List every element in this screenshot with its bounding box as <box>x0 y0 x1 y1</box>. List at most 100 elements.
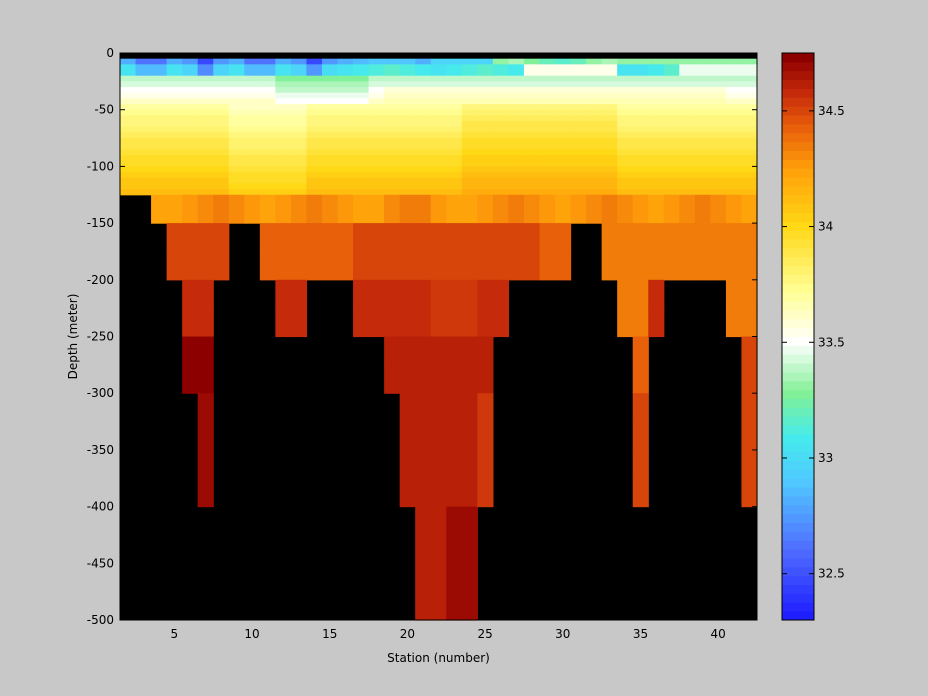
heatmap-cell <box>275 160 292 167</box>
heatmap-cell <box>166 177 183 185</box>
heatmap-cell <box>213 155 230 162</box>
heatmap-cell <box>182 87 199 94</box>
heatmap-cell <box>135 87 152 94</box>
heatmap-cell <box>244 160 261 167</box>
heatmap-cell <box>539 177 556 185</box>
heatmap-cell <box>617 92 634 99</box>
heatmap-cell <box>306 121 323 128</box>
heatmap-cell <box>446 308 463 338</box>
heatmap-cell <box>586 143 603 150</box>
heatmap-cell <box>384 160 401 167</box>
heatmap-cell <box>197 126 214 133</box>
heatmap-cell <box>539 138 556 145</box>
heatmap-cell <box>601 251 618 281</box>
colorbar-swatch <box>782 389 814 400</box>
heatmap-cell <box>632 126 649 133</box>
heatmap-cell <box>586 132 603 139</box>
heatmap-cell <box>213 149 230 156</box>
heatmap-cell <box>120 143 137 150</box>
heatmap-cell <box>415 121 432 128</box>
heatmap-cell <box>461 109 478 116</box>
heatmap-cell <box>135 81 152 88</box>
heatmap-cell <box>648 251 665 281</box>
heatmap-cell <box>586 104 603 111</box>
heatmap-cell <box>197 138 214 145</box>
heatmap-cell <box>663 104 680 111</box>
heatmap-cell <box>228 92 245 99</box>
heatmap-cell <box>601 75 618 82</box>
heatmap-cell <box>508 183 525 190</box>
colorbar-swatch <box>782 433 814 444</box>
heatmap-cell <box>197 87 214 94</box>
heatmap-cell <box>368 155 385 162</box>
heatmap-cell <box>399 194 416 224</box>
heatmap-cell <box>275 81 292 88</box>
heatmap-cell <box>430 70 447 77</box>
heatmap-cell <box>508 194 525 224</box>
heatmap-cell <box>353 126 370 133</box>
heatmap-cell <box>415 92 432 99</box>
heatmap-cell <box>321 189 339 196</box>
heatmap-cell <box>415 81 432 88</box>
heatmap-cell <box>290 177 308 185</box>
heatmap-cell <box>477 115 494 122</box>
heatmap-cell <box>539 166 556 173</box>
heatmap-cell <box>244 172 261 179</box>
heatmap-cell <box>477 64 494 71</box>
heatmap-cell <box>586 149 603 156</box>
heatmap-cell <box>570 132 587 139</box>
heatmap-cell <box>244 98 261 105</box>
heatmap-cell <box>368 70 385 77</box>
heatmap-cell <box>384 149 401 156</box>
heatmap-cell <box>213 70 230 77</box>
heatmap-cell <box>492 87 510 94</box>
heatmap-cell <box>741 194 758 224</box>
heatmap-cell <box>570 189 587 196</box>
heatmap-cell <box>399 143 416 150</box>
heatmap-cell <box>415 478 432 508</box>
heatmap-cell <box>663 251 680 281</box>
heatmap-cell <box>725 58 743 65</box>
heatmap-cell <box>477 121 494 128</box>
heatmap-cell <box>601 109 618 116</box>
colorbar-tick-label: 33 <box>818 451 833 465</box>
heatmap-cell <box>492 251 510 281</box>
heatmap-cell <box>632 251 649 281</box>
heatmap-cell <box>259 251 276 281</box>
heatmap-cell <box>290 172 308 179</box>
heatmap-cell <box>135 126 152 133</box>
heatmap-cell <box>617 183 634 190</box>
heatmap-cell <box>120 75 137 82</box>
heatmap-cell <box>508 75 525 82</box>
heatmap-cell <box>461 478 478 508</box>
heatmap-cell <box>430 189 447 196</box>
heatmap-cell <box>710 172 727 179</box>
heatmap-cell <box>275 126 292 133</box>
heatmap-cell <box>368 115 385 122</box>
heatmap-cell <box>508 149 525 156</box>
heatmap-cell <box>368 87 385 94</box>
heatmap-cell <box>399 160 416 167</box>
heatmap-cell <box>523 64 541 71</box>
heatmap-cell <box>120 126 137 133</box>
heatmap-cell <box>213 121 230 128</box>
heatmap-cell <box>430 166 447 173</box>
heatmap-cell <box>321 183 339 190</box>
heatmap-cell <box>166 121 183 128</box>
y-tick-label: -100 <box>87 159 114 173</box>
heatmap-cell <box>632 58 649 65</box>
heatmap-cell <box>570 58 587 65</box>
heatmap-cell <box>259 81 276 88</box>
heatmap-cell <box>492 58 510 65</box>
heatmap-cell <box>663 92 680 99</box>
heatmap-cell <box>632 183 649 190</box>
colorbar-swatch <box>782 380 814 391</box>
heatmap-cell <box>415 364 432 394</box>
heatmap-cell <box>663 121 680 128</box>
heatmap-cell <box>415 87 432 94</box>
heatmap-cell <box>244 155 261 162</box>
heatmap-cell <box>228 149 245 156</box>
heatmap-cell <box>555 251 572 281</box>
heatmap-cell <box>135 64 152 71</box>
heatmap-cell <box>306 87 323 94</box>
